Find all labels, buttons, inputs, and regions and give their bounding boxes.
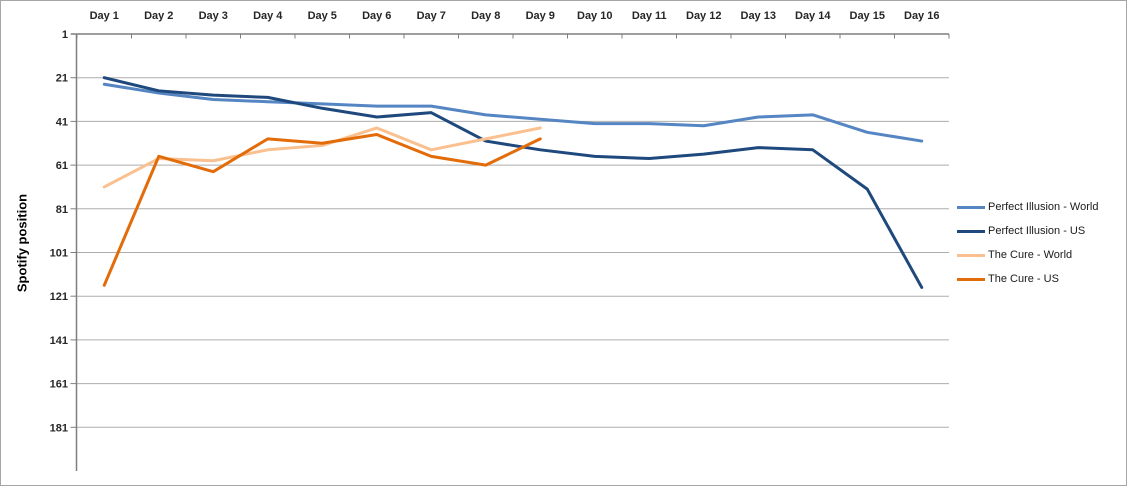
legend-entry: The Cure - World xyxy=(957,243,1098,267)
x-axis-label: Day 7 xyxy=(417,10,446,22)
legend-line-swatch xyxy=(957,277,985,281)
legend-line-swatch xyxy=(957,253,985,257)
x-axis-label: Day 6 xyxy=(362,10,391,22)
x-axis-label: Day 13 xyxy=(741,10,776,22)
legend-label: Perfect Illusion - World xyxy=(988,201,1099,213)
x-axis-label: Day 15 xyxy=(850,10,885,22)
x-axis-label: Day 11 xyxy=(632,10,667,22)
x-axis-label: Day 10 xyxy=(577,10,612,22)
x-axis-label: Day 14 xyxy=(795,10,831,22)
x-axis-label: Day 4 xyxy=(253,10,283,22)
legend-line-swatch xyxy=(957,229,985,233)
legend-label: The Cure - World xyxy=(988,249,1073,261)
series-line-the-cure-world xyxy=(102,126,542,189)
y-axis-label: 101 xyxy=(50,248,68,260)
x-axis-label: Day 8 xyxy=(471,10,500,22)
legend-line-swatch xyxy=(957,205,985,209)
y-axis-label: 41 xyxy=(56,116,68,128)
x-axis-label: Day 9 xyxy=(526,10,555,22)
series-line-perfect-illusion-us xyxy=(102,76,924,289)
y-axis-label: 121 xyxy=(50,291,68,303)
chart-legend: Perfect Illusion - World Perfect Illusio… xyxy=(957,195,1098,291)
legend-label: Perfect Illusion - US xyxy=(988,225,1086,237)
y-axis-label: 161 xyxy=(50,379,68,391)
series-line-the-cure-us xyxy=(102,133,542,287)
y-axis-label: 81 xyxy=(56,204,68,216)
y-axis-label: 21 xyxy=(56,73,68,85)
y-axis-label: 1 xyxy=(62,29,68,41)
y-axis-title: Spotify position xyxy=(14,193,30,293)
x-axis-label: Day 5 xyxy=(308,10,337,22)
x-axis-label: Day 12 xyxy=(686,10,721,22)
y-axis-label: 181 xyxy=(50,422,68,434)
y-axis-label: 141 xyxy=(50,335,68,347)
series-line-perfect-illusion-world xyxy=(102,82,924,143)
legend-entry: The Cure - US xyxy=(957,267,1098,291)
y-axis-label: 61 xyxy=(56,160,68,172)
x-axis-label: Day 1 xyxy=(90,10,119,22)
legend-entry: Perfect Illusion - World xyxy=(957,195,1098,219)
legend-label: The Cure - US xyxy=(988,273,1059,285)
x-axis-label: Day 2 xyxy=(144,10,173,22)
x-axis-label: Day 3 xyxy=(199,10,228,22)
legend-entry: Perfect Illusion - US xyxy=(957,219,1098,243)
x-axis-label: Day 16 xyxy=(904,10,939,22)
